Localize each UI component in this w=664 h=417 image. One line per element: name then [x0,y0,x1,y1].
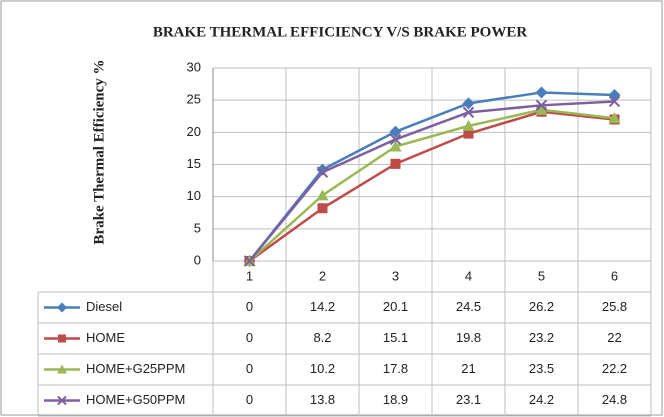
y-tick-label: 10 [187,188,201,203]
y-axis-label: Brake Thermal Efficiency % [91,59,107,244]
y-tick-label: 15 [187,156,201,171]
table-cell: 21 [461,361,475,376]
table-cell: 10.2 [310,361,335,376]
legend-marker [57,364,67,374]
table-cell: 20.1 [383,299,408,314]
marker [462,97,475,110]
x-tick-label: 3 [392,268,399,283]
marker [608,95,621,108]
legend-label: Diesel [86,299,122,314]
marker [389,125,402,138]
x-tick-label: 1 [246,268,253,283]
marker [462,119,475,131]
series-line [248,100,615,262]
table-cell: 18.9 [383,392,408,407]
table-cell: 0 [246,299,253,314]
table-cell: 25.8 [602,299,627,314]
series-line [248,110,615,263]
marker [316,163,329,176]
legend-marker [57,302,67,313]
y-tick-label: 30 [187,59,201,74]
marker [389,133,402,146]
x-tick-label: 4 [465,268,472,283]
legend-marker [58,334,66,343]
legend-marker [57,395,67,406]
table-cell: 0 [246,330,253,345]
table-cell: 22 [607,330,621,345]
marker [243,255,256,267]
table-cell: 0 [246,361,253,376]
y-tick-label: 25 [187,92,201,107]
marker [535,103,548,115]
series-line [248,108,615,262]
marker [390,158,401,169]
marker [316,189,329,201]
table-cell: 13.8 [310,392,335,407]
y-tick-label: 20 [187,124,201,139]
x-tick-label: 2 [319,268,326,283]
y-tick-label: 0 [194,252,201,267]
table-cell: 19.8 [456,330,481,345]
y-tick-label: 5 [194,220,201,235]
marker [317,203,328,214]
table-cell: 22.2 [602,361,627,376]
table-cell: 0 [246,392,253,407]
marker [389,140,402,152]
table-cell: 8.2 [313,330,331,345]
table-cell: 17.8 [383,361,408,376]
chart-title: BRAKE THERMAL EFFICIENCY V/S BRAKE POWER [153,24,528,40]
table-cell: 15.1 [383,330,408,345]
x-tick-label: 6 [611,268,618,283]
table-cell: 24.2 [529,392,554,407]
table-cell: 24.5 [456,299,481,314]
table-cell: 23.5 [529,361,554,376]
table-cell: 23.2 [529,330,554,345]
marker [462,106,475,119]
marker [608,112,621,124]
table-cell: 26.2 [529,299,554,314]
legend-label: HOME [86,330,125,345]
table-cell: 23.1 [456,392,481,407]
marker [535,99,548,112]
legend-label: HOME+G50PPM [86,392,185,407]
marker [463,128,474,139]
marker [535,86,548,99]
table-cell: 24.8 [602,392,627,407]
table-cell: 14.2 [310,299,335,314]
legend-label: HOME+G25PPM [86,361,185,376]
series-line [248,91,615,262]
x-tick-label: 5 [538,268,545,283]
marker [316,166,329,178]
